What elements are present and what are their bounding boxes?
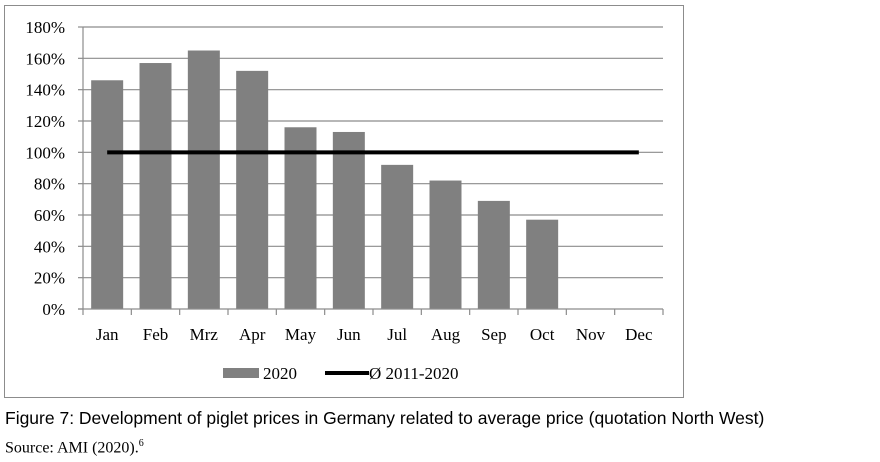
y-tick-label: 120% [25,112,65,131]
legend: 2020 Ø 2011-2020 [223,364,459,383]
y-tick-label: 60% [34,206,65,225]
chart-frame: 0% 20% 40% 60% 80% 100% 120% 140% 160% 180% Jan Fe… [4,5,684,398]
bars-2020 [91,50,559,310]
x-tick-label: Feb [143,325,169,344]
legend-label-2020: 2020 [263,364,297,383]
bar [332,131,365,309]
y-tick-label: 0% [42,300,65,319]
figure-caption: Figure 7: Development of piglet prices i… [5,408,765,428]
x-tick-label: Dec [625,325,653,344]
y-tick-label: 20% [34,269,65,288]
x-axis-tick-labels: Jan Feb Mrz Apr May Jun Jul Aug Sep Oct Nov Dec [96,325,653,344]
y-tick-label: 180% [25,18,65,37]
bar [429,180,462,309]
y-axis-tick-labels: 0% 20% 40% 60% 80% 100% 120% 140% 160% 180% [25,18,65,319]
axes [78,26,664,315]
bar [477,200,510,309]
bar [381,164,414,309]
chart-svg: 0% 20% 40% 60% 80% 100% 120% 140% 160% 180% Jan Fe… [25,18,664,383]
y-tick-label: 100% [25,143,65,162]
bar [236,70,269,309]
y-tick-label: 40% [34,237,65,256]
source-text: Source: AMI (2020). [5,439,139,457]
x-tick-label: Jul [387,325,407,344]
x-tick-label: Jan [96,325,119,344]
x-tick-label: Mrz [190,325,219,344]
y-tick-label: 160% [25,49,65,68]
x-tick-label: May [285,325,317,344]
bar [91,80,124,310]
bar [139,63,172,310]
x-tick-label: Oct [530,325,555,344]
legend-label-average: Ø 2011-2020 [369,364,459,383]
bar [284,127,317,310]
legend-swatch-2020 [223,368,259,378]
y-tick-label: 140% [25,81,65,100]
x-tick-label: Nov [576,325,606,344]
bar [187,50,220,309]
x-tick-label: Aug [431,325,461,344]
x-tick-label: Jun [337,325,361,344]
footnote-marker: 6 [138,438,144,449]
x-tick-label: Apr [239,325,266,344]
bar [526,219,559,309]
x-tick-label: Sep [481,325,507,344]
y-tick-label: 80% [34,175,65,194]
figure-source: Source: AMI (2020).6 [5,438,144,457]
